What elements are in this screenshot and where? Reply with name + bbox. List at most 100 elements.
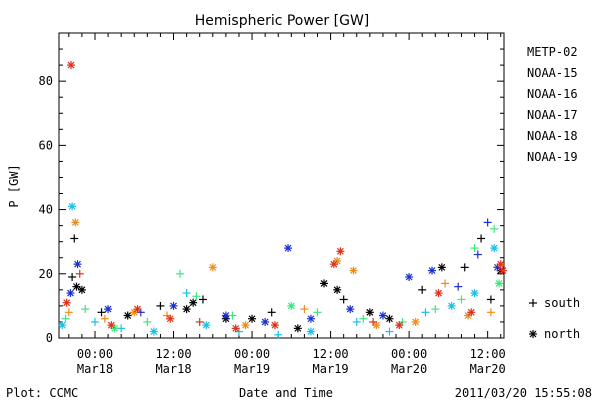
data-point — [107, 321, 116, 330]
x-tick-time-label: 00:00 — [391, 347, 427, 361]
data-point — [71, 218, 80, 227]
data-point — [248, 314, 257, 323]
data-point — [495, 279, 504, 288]
data-point — [457, 295, 466, 304]
legend-item-noaa-18: NOAA-18 — [527, 129, 578, 143]
data-point — [454, 282, 463, 291]
data-point — [241, 321, 250, 330]
x-tick-time-label: 12:00 — [313, 347, 349, 361]
data-point — [70, 234, 79, 243]
data-point — [202, 321, 211, 330]
data-point — [352, 317, 361, 326]
data-point — [346, 305, 355, 314]
data-point — [349, 266, 358, 275]
data-point — [66, 289, 75, 298]
data-point — [313, 308, 322, 317]
data-point — [411, 317, 420, 326]
series-noaa-16 — [58, 202, 499, 339]
data-point — [149, 327, 158, 336]
data-point — [284, 244, 293, 253]
data-point — [333, 285, 342, 294]
satellite-legend: METP-02 NOAA-15 NOAA-16 NOAA-17 NOAA-18 NOAA-… — [527, 45, 578, 164]
data-point — [66, 61, 75, 70]
data-point — [267, 308, 276, 317]
data-point — [339, 295, 348, 304]
data-points — [58, 61, 507, 339]
data-point — [123, 311, 132, 320]
y-axis-label: P [GW] — [7, 164, 21, 207]
x-tick-date-label: Mar19 — [313, 362, 349, 376]
plot-credit: Plot: CCMC — [6, 386, 78, 400]
x-tick-time-label: 00:00 — [234, 347, 270, 361]
y-axis: 0 20 40 60 80 — [39, 32, 504, 345]
data-point — [441, 279, 450, 288]
data-point — [460, 263, 469, 272]
data-point — [64, 308, 73, 317]
legend-item-noaa-16: NOAA-16 — [527, 87, 578, 101]
data-point — [470, 244, 479, 253]
data-point — [378, 311, 387, 320]
data-point — [372, 321, 381, 330]
data-point — [68, 273, 77, 281]
series-noaa-18 — [64, 218, 495, 330]
data-point — [329, 260, 338, 269]
data-point — [467, 308, 476, 317]
data-point — [477, 234, 486, 243]
data-point — [182, 305, 191, 314]
data-point — [156, 301, 165, 310]
data-point — [385, 314, 394, 323]
data-point — [228, 311, 237, 320]
x-tick-date-label: Mar20 — [391, 362, 427, 376]
x-tick-time-label: 00:00 — [77, 347, 113, 361]
data-point — [447, 301, 456, 310]
data-point — [483, 218, 492, 227]
data-point — [231, 324, 240, 333]
data-point — [486, 295, 495, 304]
data-point — [274, 330, 283, 339]
data-point — [369, 317, 378, 326]
data-point — [359, 314, 368, 323]
data-point — [365, 308, 374, 317]
x-tick-time-label: 12:00 — [470, 347, 506, 361]
data-point — [287, 301, 296, 310]
data-point — [189, 298, 198, 307]
data-point — [61, 314, 70, 323]
y-tick-label: 60 — [39, 138, 53, 152]
data-point — [133, 305, 142, 314]
data-point — [198, 295, 207, 304]
plot-frame — [58, 32, 505, 339]
data-point — [490, 224, 499, 233]
hemisphere-legend: south north — [529, 296, 580, 341]
y-tick-label: 20 — [39, 267, 53, 281]
data-point — [421, 308, 430, 317]
data-point — [431, 305, 440, 314]
data-point — [306, 327, 315, 336]
data-point — [261, 317, 270, 326]
data-point — [75, 269, 84, 278]
data-point — [68, 202, 77, 211]
data-point — [490, 244, 499, 253]
legend-label-south: south — [544, 296, 580, 310]
x-axis-label: Date and Time — [239, 386, 333, 400]
data-point — [81, 305, 90, 314]
legend-item-noaa-15: NOAA-15 — [527, 66, 578, 80]
data-point — [62, 298, 71, 307]
y-tick-label: 80 — [39, 74, 53, 88]
data-point — [143, 317, 152, 326]
legend-label-north: north — [544, 327, 580, 341]
data-point — [293, 324, 302, 333]
data-point — [300, 305, 309, 314]
data-point — [486, 308, 495, 317]
data-point — [77, 285, 86, 294]
data-point — [385, 327, 394, 336]
data-point — [470, 289, 479, 298]
chart-title: Hemispheric Power [GW] — [195, 13, 370, 29]
data-point — [418, 285, 427, 294]
data-point — [208, 263, 217, 272]
legend-item-noaa-19: NOAA-19 — [527, 150, 578, 164]
data-point — [195, 317, 204, 326]
x-axis: 00:00Mar1812:00Mar1800:00Mar1912:00Mar19… — [68, 33, 506, 376]
data-point — [428, 266, 437, 275]
data-point — [496, 260, 505, 269]
